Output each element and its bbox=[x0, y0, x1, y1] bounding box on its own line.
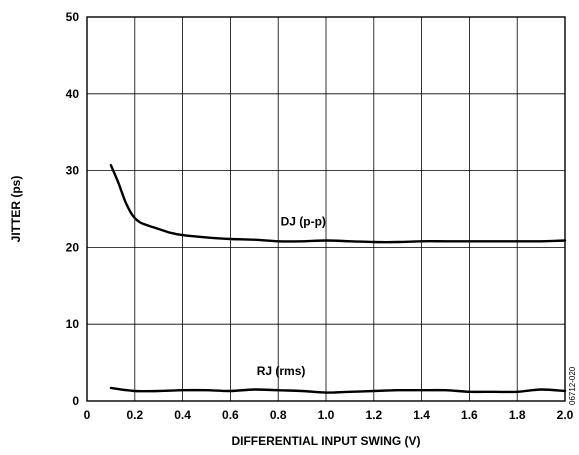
y-tick-labels: 0 10 20 30 40 50 bbox=[66, 10, 80, 408]
x-tick-label: 1.8 bbox=[509, 408, 526, 422]
y-tick-label: 10 bbox=[66, 317, 80, 331]
series-label-rj: RJ (rms) bbox=[257, 364, 306, 378]
y-tick-label: 50 bbox=[66, 10, 80, 24]
series-line-rj bbox=[109, 386, 567, 394]
x-axis-title: DIFFERENTIAL INPUT SWING (V) bbox=[231, 434, 420, 448]
figure-code: 06712-020 bbox=[568, 366, 577, 405]
y-tick-label: 0 bbox=[72, 394, 79, 408]
x-tick-labels: 0 0.2 0.4 0.6 0.8 1.0 1.2 1.4 1.6 1.8 2.0 bbox=[84, 408, 574, 422]
x-tick-label: 0.4 bbox=[174, 408, 191, 422]
y-tick-label: 30 bbox=[66, 164, 80, 178]
gridlines bbox=[87, 17, 565, 401]
x-tick-label: 1.0 bbox=[318, 408, 335, 422]
plot-frame bbox=[86, 16, 566, 402]
x-tick-label: 1.6 bbox=[461, 408, 478, 422]
x-tick-label: 0.8 bbox=[270, 408, 287, 422]
series-line-dj bbox=[109, 164, 567, 244]
y-tick-label: 20 bbox=[66, 240, 80, 254]
y-tick-label: 40 bbox=[66, 87, 80, 101]
x-tick-label: 0.6 bbox=[222, 408, 239, 422]
x-tick-label: 0 bbox=[84, 408, 91, 422]
series-lines bbox=[109, 164, 567, 394]
x-tick-label: 2.0 bbox=[557, 408, 574, 422]
series-label-dj: DJ (p-p) bbox=[281, 214, 326, 228]
x-tick-label: 1.4 bbox=[413, 408, 430, 422]
y-axis-title: JITTER (ps) bbox=[9, 176, 23, 243]
x-tick-label: 1.2 bbox=[365, 408, 382, 422]
x-tick-label: 0.2 bbox=[126, 408, 143, 422]
